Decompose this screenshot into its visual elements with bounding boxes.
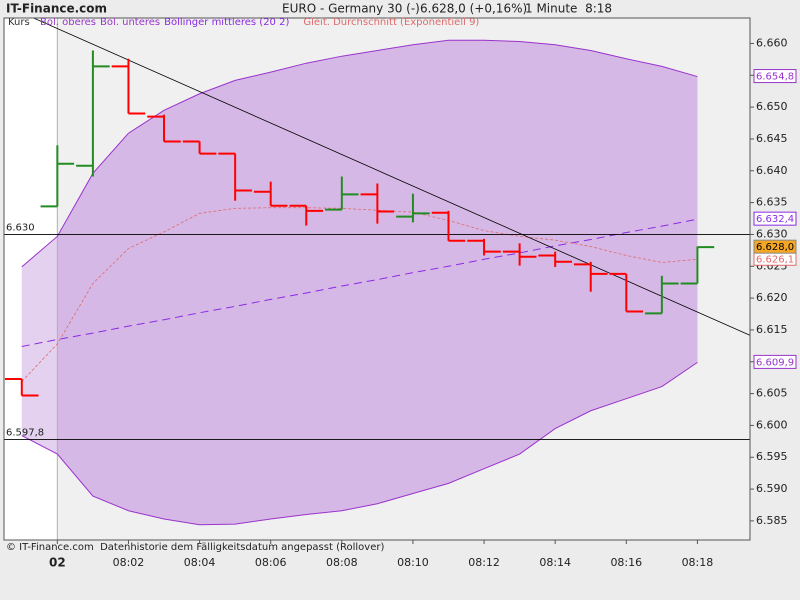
x-tick-label: 08:16 [610, 556, 642, 569]
plot [4, 18, 750, 540]
brand: IT-Finance.com [6, 2, 107, 16]
footer: © IT-Finance.com Datenhistorie dem Fälli… [6, 542, 384, 553]
x-tick-label: 08:10 [397, 556, 429, 569]
x-tick-label: 08:04 [184, 556, 216, 569]
y-tick-label: 6.640 [756, 164, 788, 177]
legend-item: Bollinger mittleres (20 2) [164, 17, 289, 28]
plot-frame [3, 17, 751, 541]
series-line [21, 207, 698, 382]
last-value-label: 6.632,4 [756, 214, 794, 225]
last-value-box [753, 354, 797, 369]
last-value-label: 6.626,1 [756, 254, 794, 265]
x-tick-label: 08:02 [113, 556, 145, 569]
last-value-box [753, 211, 797, 226]
last-value-box [753, 69, 797, 84]
x-tick-label: 08:06 [255, 556, 287, 569]
y-tick-label: 6.650 [756, 100, 788, 113]
series-line [21, 39, 698, 268]
series-line [21, 361, 698, 526]
x-tick-label: 08:12 [468, 556, 500, 569]
reference-label: 6.630 [6, 222, 35, 233]
chart-title: EURO - Germany 30 (-) [282, 2, 420, 16]
series-line [21, 218, 698, 347]
legend-ohlc: Kurs [8, 17, 30, 28]
interval: 1 Minute 8:18 [525, 2, 612, 16]
y-tick-label: 6.585 [756, 514, 788, 527]
last-value-label: 6.609,9 [756, 357, 794, 368]
y-tick-label: 6.635 [756, 196, 788, 209]
y-tick-label: 6.645 [756, 132, 788, 145]
legend: Bol. oberes Bol. unteres Bollinger mittler… [40, 17, 479, 28]
legend-item: Gleit. Durchschnitt (Exponentiell 9) [303, 17, 479, 28]
reference-label: 6.597,8 [6, 427, 44, 438]
y-tick-label: 6.595 [756, 450, 788, 463]
last-value-label: 6.628,0 [756, 242, 794, 253]
quote: 6.628,0 (+0,16%) [420, 2, 527, 16]
x-tick-label: 08:18 [682, 556, 714, 569]
last-value-box [753, 239, 797, 254]
y-tick-label: 6.630 [756, 227, 788, 240]
x-tick-label: 08:08 [326, 556, 358, 569]
y-tick-label: 6.620 [756, 291, 788, 304]
prev-day-shade [4, 18, 58, 540]
trendline [32, 18, 750, 336]
legend-item: Bol. unteres [100, 17, 160, 28]
y-tick-label: 6.590 [756, 482, 788, 495]
y-tick-label: 6.605 [756, 387, 788, 400]
x-tick-label: 08:14 [539, 556, 571, 569]
y-tick-label: 6.600 [756, 418, 788, 431]
legend-item: Bol. oberes [40, 17, 96, 28]
y-tick-label: 6.660 [756, 36, 788, 49]
y-tick-label: 6.615 [756, 323, 788, 336]
x-tick-label: 02 [49, 556, 66, 570]
last-value-label: 6.654,8 [756, 72, 794, 83]
